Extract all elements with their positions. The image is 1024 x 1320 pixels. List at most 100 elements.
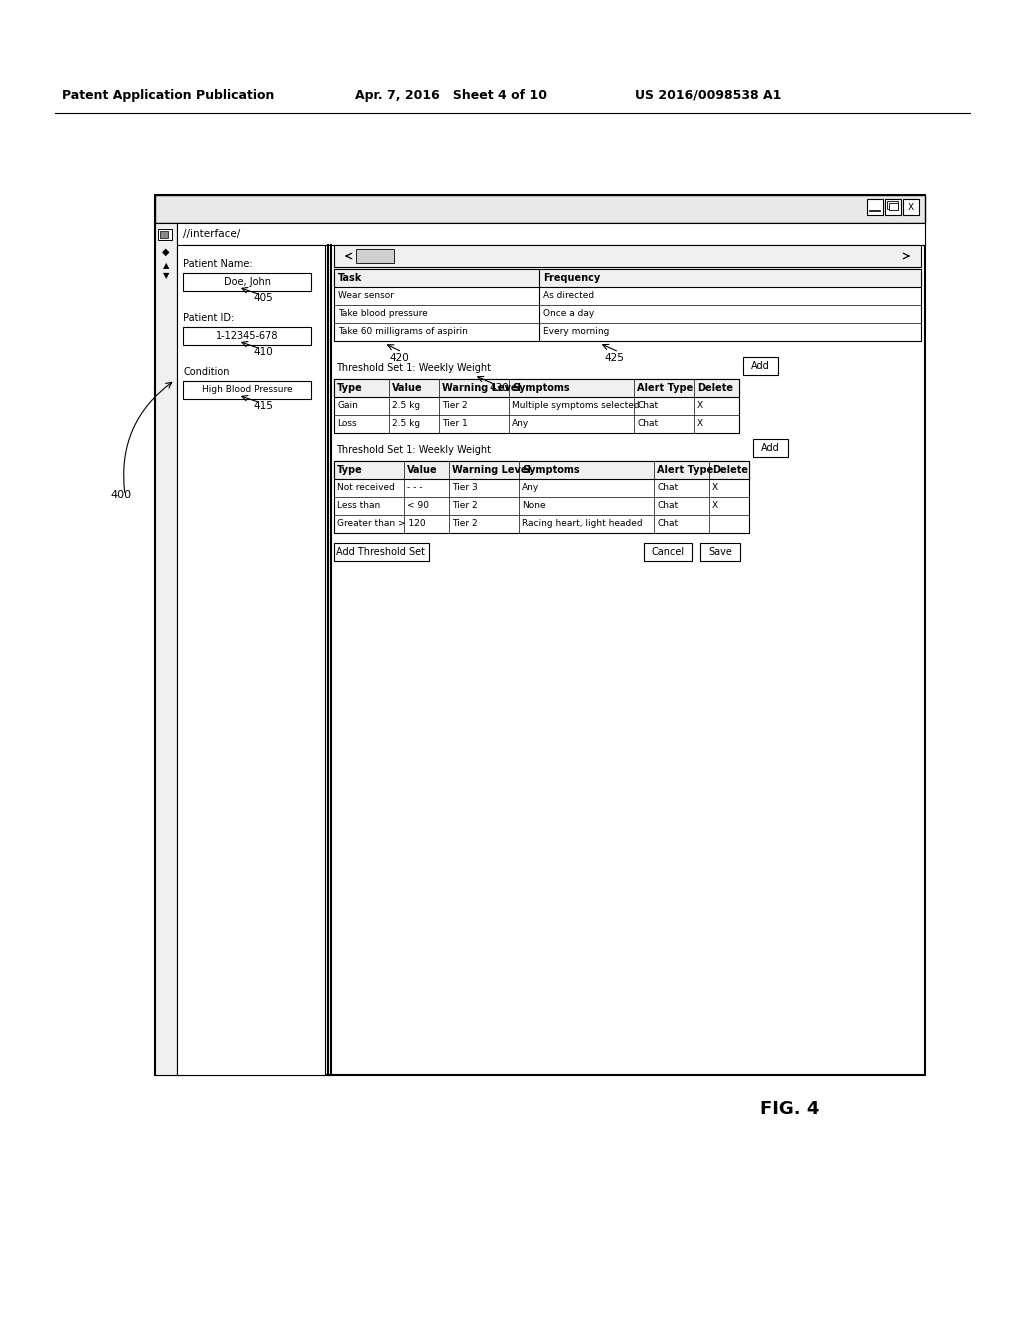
Text: Patient Name:: Patient Name: xyxy=(183,259,253,269)
Text: X: X xyxy=(712,483,718,492)
Text: - - -: - - - xyxy=(407,483,423,492)
Bar xyxy=(889,203,898,210)
Text: X: X xyxy=(712,502,718,511)
Text: Condition: Condition xyxy=(183,367,229,378)
Text: Racing heart, light headed: Racing heart, light headed xyxy=(522,520,643,528)
Text: Less than: Less than xyxy=(337,502,380,511)
Bar xyxy=(903,199,919,215)
Text: Tier 2: Tier 2 xyxy=(442,401,468,411)
Bar xyxy=(334,461,749,479)
Text: 2.5 kg: 2.5 kg xyxy=(392,420,420,429)
Text: As directed: As directed xyxy=(543,292,594,301)
Text: Save: Save xyxy=(708,546,732,557)
Bar xyxy=(183,381,311,399)
Bar xyxy=(887,201,898,209)
Text: 415: 415 xyxy=(253,401,272,411)
Text: 2.5 kg: 2.5 kg xyxy=(392,401,420,411)
Text: Any: Any xyxy=(512,420,529,429)
Text: Cancel: Cancel xyxy=(651,546,685,557)
Text: Chat: Chat xyxy=(637,420,658,429)
Text: Delete: Delete xyxy=(712,465,748,475)
Text: None: None xyxy=(522,502,546,511)
Bar xyxy=(177,246,325,1074)
Text: Tier 2: Tier 2 xyxy=(452,502,477,511)
Bar xyxy=(334,246,921,267)
Text: ◆: ◆ xyxy=(162,247,170,257)
Text: Every morning: Every morning xyxy=(543,327,609,337)
Bar xyxy=(155,195,925,1074)
Bar xyxy=(334,379,739,433)
Text: 1-12345-678: 1-12345-678 xyxy=(216,331,279,341)
Text: Add: Add xyxy=(761,444,779,453)
Bar xyxy=(158,228,172,240)
Text: Symptoms: Symptoms xyxy=(512,383,569,393)
Bar xyxy=(334,543,429,561)
Bar xyxy=(644,543,692,561)
Bar xyxy=(753,440,788,457)
Text: Frequency: Frequency xyxy=(543,273,600,282)
Text: Tier 2: Tier 2 xyxy=(452,520,477,528)
Text: Value: Value xyxy=(392,383,423,393)
Text: Symptoms: Symptoms xyxy=(522,465,580,475)
Bar xyxy=(700,543,740,561)
Text: 420: 420 xyxy=(389,352,409,363)
Text: X: X xyxy=(697,401,703,411)
Bar xyxy=(155,195,925,223)
Text: Not received: Not received xyxy=(337,483,395,492)
Text: Alert Type: Alert Type xyxy=(637,383,693,393)
Text: FIG. 4: FIG. 4 xyxy=(760,1100,819,1118)
Text: Gain: Gain xyxy=(337,401,357,411)
Text: Apr. 7, 2016   Sheet 4 of 10: Apr. 7, 2016 Sheet 4 of 10 xyxy=(355,88,547,102)
Bar xyxy=(160,231,168,238)
Text: 405: 405 xyxy=(253,293,272,304)
Bar xyxy=(183,273,311,290)
Bar xyxy=(356,249,394,263)
Bar xyxy=(334,269,921,341)
Text: Tier 3: Tier 3 xyxy=(452,483,478,492)
Text: Threshold Set 1: Weekly Weight: Threshold Set 1: Weekly Weight xyxy=(336,445,490,455)
Text: Chat: Chat xyxy=(657,483,678,492)
Text: X: X xyxy=(697,420,703,429)
Bar xyxy=(177,223,925,246)
Text: Doe, John: Doe, John xyxy=(223,277,270,286)
Text: ▼: ▼ xyxy=(163,271,169,280)
Text: Tier 1: Tier 1 xyxy=(442,420,468,429)
Text: 425: 425 xyxy=(604,352,624,363)
Bar xyxy=(183,327,311,345)
Text: 430: 430 xyxy=(489,383,509,393)
Bar xyxy=(743,356,778,375)
Text: Loss: Loss xyxy=(337,420,356,429)
Text: Threshold Set 1: Weekly Weight: Threshold Set 1: Weekly Weight xyxy=(336,363,490,374)
Text: Chat: Chat xyxy=(657,520,678,528)
Text: X: X xyxy=(908,202,914,211)
Text: Delete: Delete xyxy=(697,383,733,393)
Text: Add Threshold Set: Add Threshold Set xyxy=(337,546,426,557)
Text: High Blood Pressure: High Blood Pressure xyxy=(202,385,292,395)
Text: Once a day: Once a day xyxy=(543,309,594,318)
Text: 410: 410 xyxy=(253,347,272,356)
Text: Warning Level: Warning Level xyxy=(442,383,521,393)
Text: ▲: ▲ xyxy=(163,261,169,271)
Bar xyxy=(867,199,883,215)
Text: Warning Level: Warning Level xyxy=(452,465,531,475)
Text: Greater than > 120: Greater than > 120 xyxy=(337,520,426,528)
Bar xyxy=(334,461,749,533)
Bar xyxy=(155,223,177,1074)
Text: Take 60 milligrams of aspirin: Take 60 milligrams of aspirin xyxy=(338,327,468,337)
Text: //interface/: //interface/ xyxy=(183,228,241,239)
Bar xyxy=(334,269,921,286)
Bar xyxy=(885,199,901,215)
Text: Type: Type xyxy=(337,383,362,393)
Text: Task: Task xyxy=(338,273,362,282)
Text: Multiple symptoms selected: Multiple symptoms selected xyxy=(512,401,640,411)
Text: < 90: < 90 xyxy=(407,502,429,511)
Text: Value: Value xyxy=(407,465,437,475)
Text: 400: 400 xyxy=(110,490,131,500)
Text: Add: Add xyxy=(751,360,769,371)
Text: Patient ID:: Patient ID: xyxy=(183,313,234,323)
Text: US 2016/0098538 A1: US 2016/0098538 A1 xyxy=(635,88,781,102)
Text: Alert Type: Alert Type xyxy=(657,465,714,475)
Text: Wear sensor: Wear sensor xyxy=(338,292,394,301)
Text: Take blood pressure: Take blood pressure xyxy=(338,309,428,318)
Text: Chat: Chat xyxy=(657,502,678,511)
